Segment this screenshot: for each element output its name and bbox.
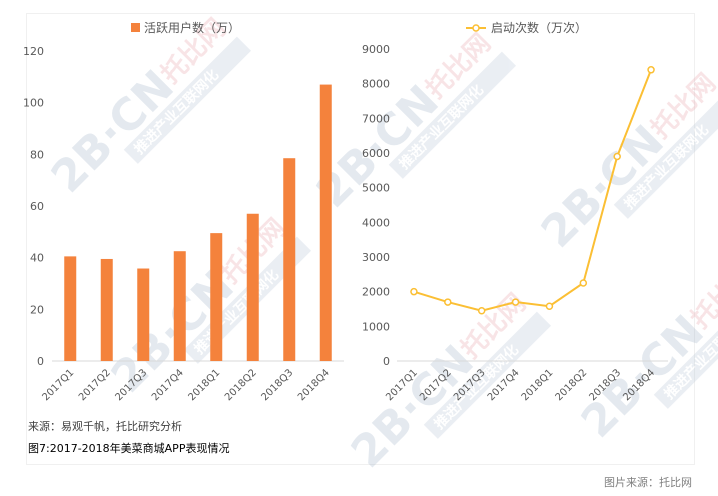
line-x-tick-label: 2018Q2 bbox=[554, 367, 590, 403]
bar-legend-label: 活跃用户数（万） bbox=[144, 20, 240, 35]
line-y-tick-labels: 0 1000 2000 3000 4000 5000 6000 7000 8000 9000 bbox=[362, 43, 390, 368]
bar-x-tick-label: 2018Q4 bbox=[296, 367, 332, 403]
line-y-tick-label: 8000 bbox=[362, 78, 390, 91]
line-y-tick-label: 1000 bbox=[362, 320, 390, 333]
line-y-tick-label: 5000 bbox=[362, 182, 390, 195]
bar-x-tick-label: 2018Q3 bbox=[260, 367, 296, 403]
bar-x-tick-label: 2018Q1 bbox=[187, 367, 223, 403]
bar-y-tick-labels: 0 20 40 60 80 100 120 bbox=[23, 45, 44, 368]
bar bbox=[100, 258, 113, 361]
bar-x-tick-label: 2017Q1 bbox=[41, 367, 77, 403]
line-point bbox=[647, 66, 655, 74]
watermark-slogan-bg bbox=[653, 281, 718, 409]
bar-series bbox=[64, 84, 332, 361]
line-legend-marker bbox=[472, 24, 480, 32]
bar-y-tick-label: 20 bbox=[30, 303, 44, 316]
line-point bbox=[613, 152, 621, 161]
bar-legend-swatch bbox=[131, 23, 140, 32]
line-path bbox=[413, 69, 652, 312]
line-point bbox=[511, 298, 520, 306]
bar-y-tick-label: 60 bbox=[30, 200, 44, 213]
watermark-slogan-bg bbox=[123, 36, 252, 164]
line-point bbox=[410, 287, 418, 296]
line-y-tick-label: 9000 bbox=[362, 43, 390, 56]
line-y-tick-label: 6000 bbox=[362, 147, 390, 160]
bar-x-tick-label: 2018Q2 bbox=[223, 367, 259, 403]
line-point bbox=[444, 298, 452, 306]
bar-y-tick-label: 80 bbox=[30, 148, 44, 161]
line-x-tick-label: 2018Q1 bbox=[520, 367, 556, 403]
bar bbox=[173, 251, 186, 361]
line-y-tick-label: 3000 bbox=[362, 251, 390, 264]
chart-panel bbox=[26, 13, 695, 465]
line-point bbox=[477, 306, 486, 315]
bar-y-tick-label: 40 bbox=[30, 252, 44, 265]
line-y-tick-label: 7000 bbox=[362, 112, 390, 125]
line-legend-label: 启动次数（万次） bbox=[491, 20, 587, 35]
image-source-note: 图片来源：托比网 bbox=[604, 476, 692, 489]
bar-y-tick-label: 0 bbox=[37, 355, 44, 368]
watermark-slogan-bg bbox=[613, 91, 718, 219]
watermark-slogan-bg bbox=[423, 311, 552, 439]
line-y-tick-label: 0 bbox=[383, 355, 390, 368]
bar-y-tick-label: 100 bbox=[23, 97, 44, 110]
bar-x-tick-labels: 2017Q1 2017Q2 2017Q3 2017Q4 2018Q1 2018Q2 2018… bbox=[41, 367, 332, 403]
line-y-tick-label: 4000 bbox=[362, 216, 390, 229]
line-point bbox=[579, 279, 588, 287]
bar-x-tick-label: 2017Q2 bbox=[77, 367, 113, 403]
source-note: 来源：易观千帆，托比研究分析 bbox=[28, 420, 182, 433]
line-point bbox=[545, 302, 554, 310]
bar bbox=[210, 233, 223, 361]
bar bbox=[137, 268, 150, 361]
bar bbox=[64, 256, 77, 361]
figure-caption: 图7:2017-2018年美菜商城APP表现情况 bbox=[28, 442, 230, 455]
bar bbox=[283, 158, 296, 361]
bar-y-tick-label: 120 bbox=[23, 45, 44, 58]
line-series bbox=[410, 66, 655, 315]
watermark-slogan-bg bbox=[388, 51, 517, 179]
bar bbox=[319, 84, 332, 361]
bar bbox=[246, 213, 259, 361]
line-y-tick-label: 2000 bbox=[362, 286, 390, 299]
